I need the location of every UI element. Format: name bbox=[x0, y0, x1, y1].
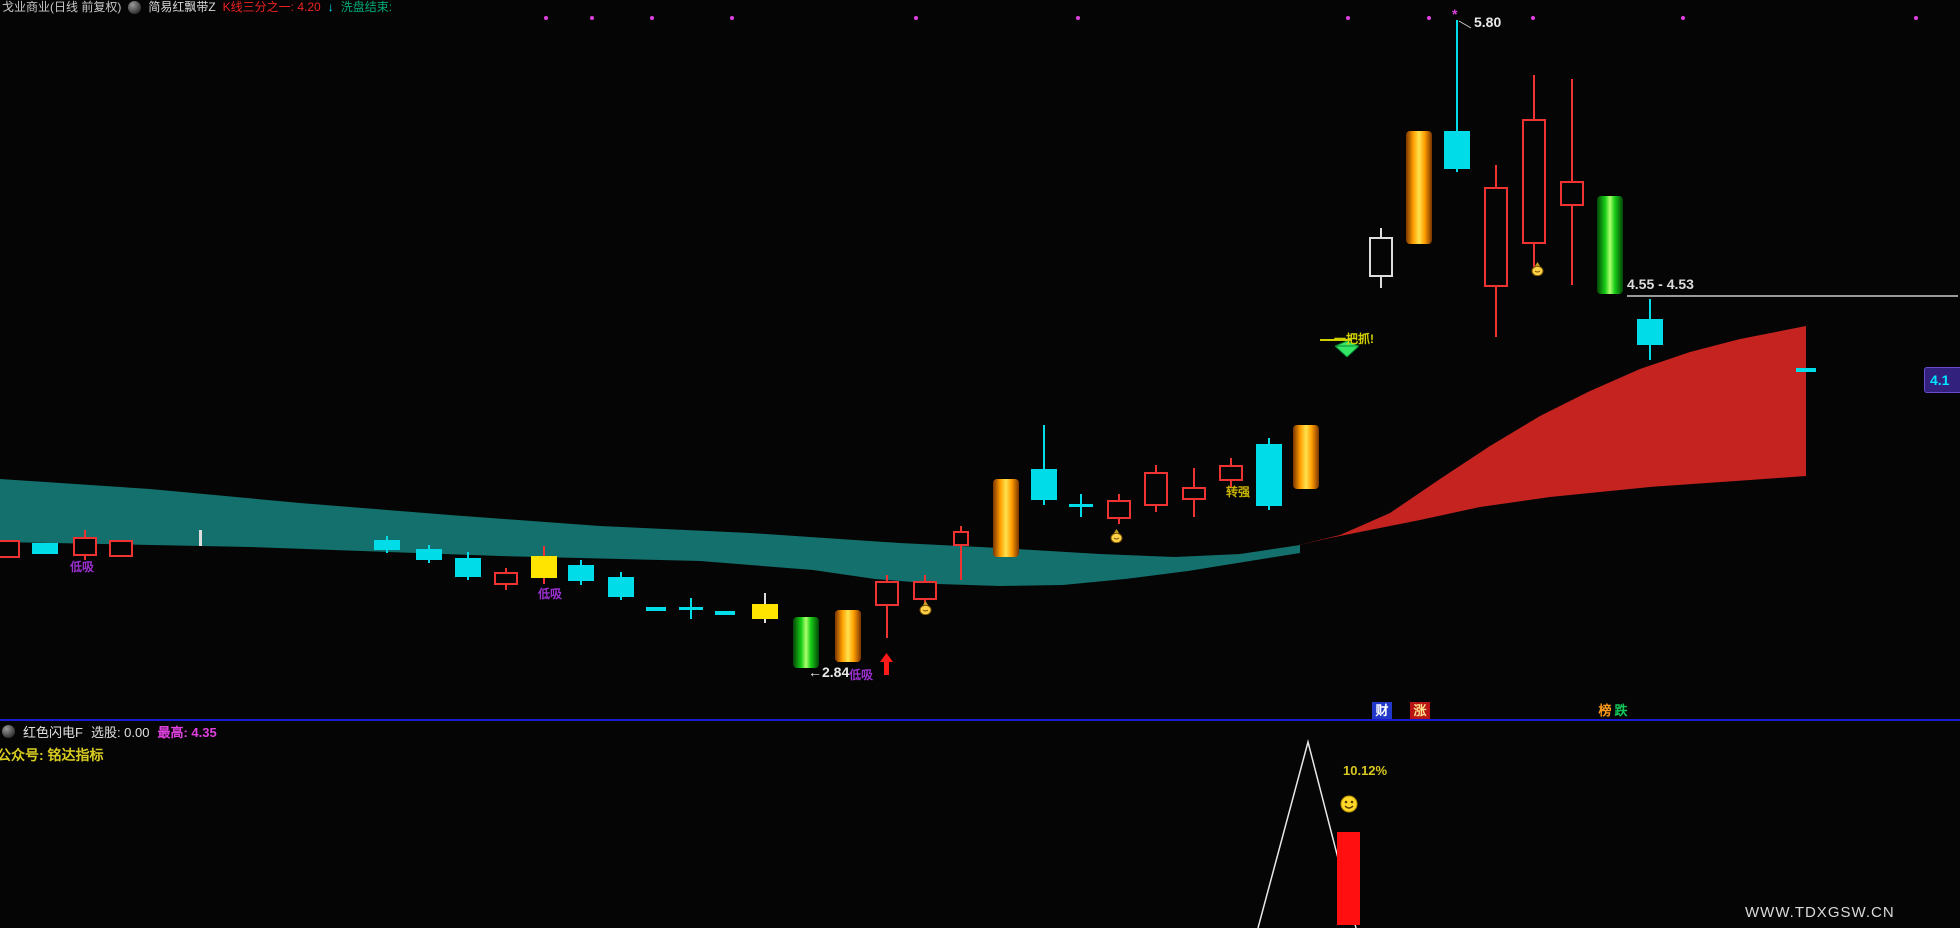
high-value: 最高: 4.35 bbox=[157, 725, 217, 740]
dixi-label: 低吸 bbox=[70, 560, 95, 574]
tab-bang[interactable]: 榜 bbox=[1598, 703, 1612, 718]
candle-wick bbox=[886, 575, 888, 638]
candle-wick bbox=[960, 526, 962, 580]
current-price-tag: 4.1 bbox=[1924, 367, 1960, 393]
candle-cyan bbox=[416, 549, 442, 560]
star-marker: * bbox=[1452, 6, 1458, 22]
indicator-logo-icon[interactable] bbox=[128, 1, 142, 14]
dixi-label: 低吸 bbox=[538, 587, 563, 601]
top-dot bbox=[1346, 16, 1350, 20]
tab-die[interactable]: 跌 bbox=[1614, 703, 1628, 718]
top-dot bbox=[914, 16, 918, 20]
zhuanqiang-label: 转强 bbox=[1226, 485, 1251, 499]
candle-cyan bbox=[374, 540, 400, 550]
candle-cyan bbox=[455, 558, 481, 577]
candle-cyan bbox=[1444, 131, 1470, 169]
public-account-label: 公众号: 铭达指标 bbox=[0, 747, 104, 763]
candle-cyan bbox=[32, 543, 58, 554]
top-dot bbox=[544, 16, 548, 20]
main-chart-header: 戈业商业(日线 前复权) 简易红飘带Z K线三分之一: 4.20 ↓ 洗盘结束: bbox=[2, 0, 392, 15]
candle-cyan bbox=[568, 565, 594, 581]
candle-red bbox=[1560, 181, 1584, 206]
moneybag-icon bbox=[1531, 262, 1544, 281]
top-dot bbox=[650, 16, 654, 20]
candle-red bbox=[1182, 487, 1206, 500]
top-dot bbox=[1531, 16, 1535, 20]
candle-yellow bbox=[531, 556, 557, 578]
gem-icon bbox=[1334, 340, 1360, 362]
moneybag-icon bbox=[1110, 529, 1123, 548]
candle-cyan bbox=[1256, 444, 1282, 506]
candle-red bbox=[1219, 465, 1243, 481]
high-price-label: 5.80 bbox=[1474, 14, 1502, 30]
top-dot bbox=[730, 16, 734, 20]
tab-cai[interactable]: 财 bbox=[1372, 702, 1392, 719]
candle-red bbox=[73, 537, 97, 556]
select-value: 选股: 0.00 bbox=[90, 725, 150, 740]
up-arrow-icon bbox=[880, 653, 893, 680]
candle-green bbox=[793, 617, 819, 668]
sub-indicator-name[interactable]: 红色闪电F bbox=[23, 725, 83, 740]
candle-wick bbox=[1043, 425, 1045, 505]
watermark: WWW.TDXGSW.CN bbox=[1745, 904, 1895, 921]
candle-dash bbox=[646, 607, 666, 611]
candle-cross bbox=[1069, 504, 1093, 507]
sub-chart-header: 红色闪电F 选股: 0.00 最高: 4.35 bbox=[2, 722, 217, 741]
range-label: 4.55 - 4.53 bbox=[1627, 276, 1694, 292]
percent-label: 10.12% bbox=[1343, 763, 1388, 778]
candle-red bbox=[1144, 472, 1168, 506]
top-dot bbox=[590, 16, 594, 20]
sub-indicator-logo-icon[interactable] bbox=[2, 725, 15, 738]
candle-red bbox=[1484, 187, 1508, 287]
candle-orange bbox=[1406, 131, 1432, 244]
top-dot bbox=[1681, 16, 1685, 20]
stock-title: 戈业商业(日线 前复权) bbox=[2, 0, 122, 14]
candle-dash bbox=[1796, 368, 1816, 372]
candle-white bbox=[1369, 237, 1393, 277]
candle-red bbox=[1107, 500, 1131, 519]
top-dot bbox=[1427, 16, 1431, 20]
signal-bar bbox=[1337, 832, 1360, 925]
status-label: 洗盘结束: bbox=[340, 0, 393, 14]
candle-red bbox=[1522, 119, 1546, 244]
top-dot bbox=[1076, 16, 1080, 20]
candle-orange bbox=[993, 479, 1019, 557]
candle-red bbox=[494, 572, 518, 585]
tab-zhang[interactable]: 涨 bbox=[1410, 702, 1430, 719]
candle-vline bbox=[199, 530, 202, 546]
candle-red bbox=[109, 540, 133, 557]
candle-cyan bbox=[1637, 319, 1663, 345]
param-value: K线三分之一: 4.20 bbox=[222, 0, 321, 14]
moneybag-icon bbox=[919, 601, 932, 620]
top-dot bbox=[1914, 16, 1918, 20]
candle-orange bbox=[1293, 425, 1319, 489]
smiley-icon bbox=[1340, 795, 1358, 818]
low-price-label: ←2.84 bbox=[808, 664, 850, 680]
grab-label: 一把抓! bbox=[1334, 332, 1374, 346]
candle-cross bbox=[679, 607, 703, 610]
dixi-label: 低吸 bbox=[849, 668, 874, 682]
candle-green bbox=[1597, 196, 1623, 294]
candle-red bbox=[0, 540, 20, 558]
candle-yellow bbox=[752, 604, 778, 619]
candle-orange bbox=[835, 610, 861, 662]
candle-cyan bbox=[1031, 469, 1057, 500]
indicator-name[interactable]: 简易红飘带Z bbox=[148, 0, 216, 14]
candle-red bbox=[913, 581, 937, 600]
down-arrow-icon: ↓ bbox=[327, 0, 334, 14]
candle-red bbox=[875, 581, 899, 606]
candle-cyan bbox=[608, 577, 634, 597]
candle-dash bbox=[715, 611, 735, 615]
candle-wick bbox=[1456, 20, 1458, 172]
candle-red bbox=[953, 531, 969, 546]
